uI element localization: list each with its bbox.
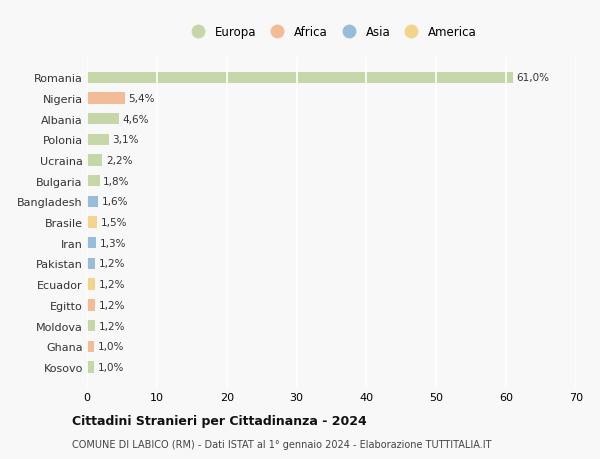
Text: 1,0%: 1,0%	[97, 362, 124, 372]
Bar	[87, 341, 94, 352]
Text: Cittadini Stranieri per Cittadinanza - 2024: Cittadini Stranieri per Cittadinanza - 2…	[72, 414, 367, 428]
Bar	[87, 73, 513, 84]
Bar	[87, 320, 95, 331]
Bar	[87, 93, 125, 104]
Text: 1,2%: 1,2%	[99, 321, 125, 331]
Bar	[87, 176, 100, 187]
Bar	[87, 134, 109, 146]
Text: 2,2%: 2,2%	[106, 156, 133, 166]
Text: 61,0%: 61,0%	[517, 73, 550, 83]
Text: 1,2%: 1,2%	[99, 280, 125, 290]
Text: 1,3%: 1,3%	[100, 238, 126, 248]
Text: 5,4%: 5,4%	[128, 94, 155, 104]
Bar	[87, 217, 97, 228]
Text: 1,0%: 1,0%	[97, 341, 124, 352]
Text: 1,5%: 1,5%	[101, 218, 127, 228]
Bar	[87, 279, 95, 290]
Text: 1,2%: 1,2%	[99, 259, 125, 269]
Text: 4,6%: 4,6%	[122, 114, 149, 124]
Text: COMUNE DI LABICO (RM) - Dati ISTAT al 1° gennaio 2024 - Elaborazione TUTTITALIA.: COMUNE DI LABICO (RM) - Dati ISTAT al 1°…	[72, 440, 491, 449]
Bar	[87, 196, 98, 207]
Text: 3,1%: 3,1%	[112, 135, 139, 145]
Bar	[87, 155, 103, 166]
Text: 1,6%: 1,6%	[101, 197, 128, 207]
Bar	[87, 114, 119, 125]
Bar	[87, 300, 95, 311]
Text: 1,8%: 1,8%	[103, 176, 130, 186]
Bar	[87, 258, 95, 269]
Text: 1,2%: 1,2%	[99, 300, 125, 310]
Bar	[87, 238, 96, 249]
Legend: Europa, Africa, Asia, America: Europa, Africa, Asia, America	[184, 23, 479, 41]
Bar	[87, 362, 94, 373]
